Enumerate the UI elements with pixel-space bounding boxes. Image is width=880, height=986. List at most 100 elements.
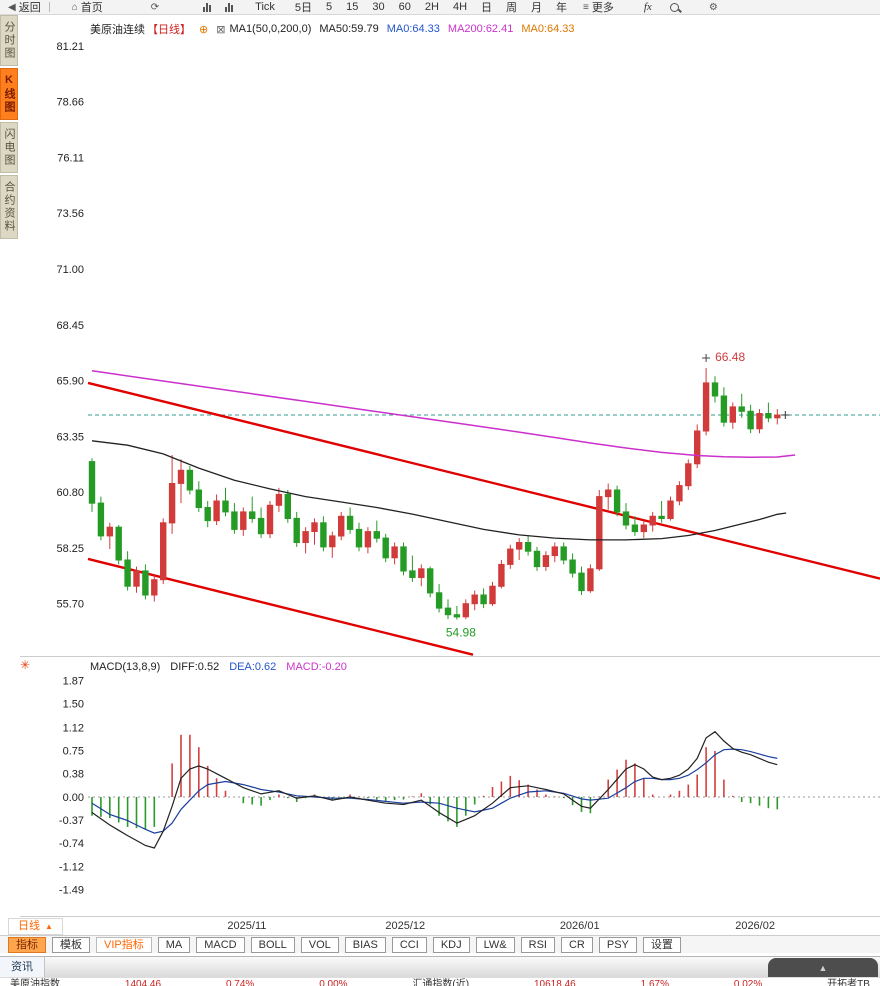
chart-mode-sidebar: 分时图 K线图闪电图合约资料: [0, 15, 20, 241]
sidebar-item-K线图[interactable]: K线图: [0, 68, 18, 120]
indicator-tab-BIAS[interactable]: BIAS: [344, 936, 386, 953]
back-button[interactable]: ◀ 返回: [8, 0, 41, 15]
period-button-group: 5 15 30 60 2H 4H 日 周 月 年: [326, 0, 567, 15]
svg-text:66.48: 66.48: [715, 350, 745, 364]
svg-text:54.98: 54.98: [446, 625, 476, 639]
ticker-item: 1.67%: [640, 979, 669, 986]
refresh-button[interactable]: ⟳: [151, 2, 159, 13]
svg-text:2026/01: 2026/01: [560, 920, 600, 932]
back-label: 返回: [18, 2, 41, 14]
ticker-item: 1404.46: [124, 979, 162, 986]
current-period-button[interactable]: 日线 ▲: [8, 918, 63, 935]
indicator-tab-模板[interactable]: 模板: [52, 936, 90, 953]
svg-text:-0.74: -0.74: [59, 838, 84, 850]
svg-text:58.25: 58.25: [56, 543, 84, 555]
period-button-周[interactable]: 周: [506, 2, 518, 14]
formula-button[interactable]: fx: [643, 1, 652, 13]
ma200-value: MA200:62.41: [447, 23, 514, 35]
indicator-tab-VIP指标[interactable]: VIP指标: [96, 936, 152, 953]
svg-text:0.75: 0.75: [63, 745, 84, 757]
up-triangle-icon: ▲: [45, 922, 53, 931]
indicator-tab-CCI[interactable]: CCI: [391, 936, 427, 953]
ticker-item: 开拓者TB: [827, 979, 870, 986]
home-button[interactable]: ⌂ 首页: [72, 0, 103, 15]
period-button-15[interactable]: 15: [346, 1, 359, 13]
ma50-value: MA50:59.79: [319, 23, 379, 35]
ticker-item: 0.00%: [319, 979, 348, 986]
svg-text:-1.49: -1.49: [59, 885, 84, 897]
back-icon: ◀: [8, 1, 16, 13]
kline-chart-type-button[interactable]: [203, 2, 212, 12]
indicator-tab-RSI[interactable]: RSI: [520, 936, 555, 953]
period-button-5[interactable]: 5: [326, 1, 333, 13]
toolbar-divider: [48, 2, 50, 12]
svg-text:0.38: 0.38: [63, 768, 84, 780]
svg-text:2025/11: 2025/11: [227, 920, 266, 932]
indicator-tab-LW&[interactable]: LW&: [475, 936, 515, 953]
indicator-tab-BOLL[interactable]: BOLL: [250, 936, 295, 953]
search-button[interactable]: [669, 2, 679, 12]
period-button-日[interactable]: 日: [481, 2, 493, 14]
ticker-item: 10618.46: [534, 979, 576, 986]
indicator-tab-MA[interactable]: MA: [157, 936, 191, 953]
svg-text:1.87: 1.87: [63, 676, 84, 688]
search-icon: [669, 2, 679, 12]
news-bar: 资讯 ▲: [0, 956, 880, 978]
trendlines: [87, 381, 880, 656]
indicator-tab-设置[interactable]: 设置: [642, 936, 681, 953]
drawer-handle[interactable]: ▲: [768, 958, 878, 978]
svg-text:68.45: 68.45: [56, 320, 84, 332]
ticker-item: 0.74%: [225, 979, 255, 986]
period-button-年[interactable]: 年: [556, 2, 568, 14]
svg-text:60.80: 60.80: [56, 487, 84, 499]
indicator-tab-MACD[interactable]: MACD: [196, 936, 245, 953]
sidebar-item-合约资料[interactable]: 合约资料: [0, 175, 18, 239]
home-label: 首页: [80, 2, 103, 14]
svg-text:78.66: 78.66: [56, 97, 84, 109]
indicator-tab-VOL[interactable]: VOL: [300, 936, 339, 953]
ma-setting-label: MA1(50,0,200,0): [229, 23, 312, 35]
period-button-4H[interactable]: 4H: [452, 1, 468, 13]
svg-text:81.21: 81.21: [56, 41, 84, 53]
more-button[interactable]: ≡ 更多: [583, 1, 614, 15]
tick-period-button[interactable]: Tick: [255, 1, 275, 13]
indicator-tab-PSY[interactable]: PSY: [598, 936, 637, 953]
period-button-月[interactable]: 月: [531, 2, 543, 14]
svg-text:73.56: 73.56: [56, 208, 84, 220]
period-button-60[interactable]: 60: [398, 1, 411, 13]
period-tag: 【日线】: [147, 24, 191, 36]
period-button-30[interactable]: 30: [372, 1, 385, 13]
svg-text:-0.37: -0.37: [59, 815, 84, 827]
volume-bars-icon: [225, 2, 234, 12]
ticker-item: 汇通指数(近): [412, 979, 470, 986]
news-tab[interactable]: 资讯: [0, 957, 45, 978]
svg-text:1.12: 1.12: [63, 722, 84, 734]
quote-ticker: 美原油指数 1404.46 0.74% 0.00% 汇通指数(近) 10618.46 1.6…: [0, 977, 880, 986]
svg-text:63.35: 63.35: [56, 431, 84, 443]
settings-button[interactable]: ⚙: [709, 2, 718, 13]
range-5d-button[interactable]: 5日: [294, 2, 313, 14]
period-button-2H[interactable]: 2H: [424, 1, 439, 13]
more-icon: ≡: [583, 1, 589, 13]
refresh-icon: ⟳: [150, 1, 160, 13]
indicator-tab-KDJ[interactable]: KDJ: [432, 936, 470, 953]
sidebar-item-闪电图[interactable]: 闪电图: [0, 122, 18, 173]
svg-text:1.50: 1.50: [63, 699, 84, 711]
volume-chart-type-button[interactable]: [225, 2, 234, 12]
ticker-item: 美原油指数: [10, 979, 60, 986]
indicator-tab-CR[interactable]: CR: [560, 936, 593, 953]
indicator-flower-icon[interactable]: ✳: [20, 658, 31, 672]
indicator-tab-指标[interactable]: 指标: [8, 936, 46, 953]
ma-toggle-icon[interactable]: ⊠: [216, 23, 226, 36]
indicator-tab-row: 指标 模板 VIP指标 MA MACD BOLL VOL BIAS CCI KDJ LW& RSI CR…: [0, 935, 880, 953]
svg-text:76.11: 76.11: [57, 152, 84, 164]
ma0-value-b: MA0:64.33: [521, 23, 575, 35]
kline-icon: [203, 2, 212, 12]
home-icon: ⌂: [71, 1, 78, 13]
svg-text:71.00: 71.00: [56, 264, 84, 276]
add-indicator-icon[interactable]: ⊕: [199, 23, 209, 36]
sidebar-item-分时图[interactable]: 分时图: [0, 15, 18, 66]
ma0-value-a: MA0:64.33: [386, 23, 440, 35]
svg-text:2025/12: 2025/12: [385, 920, 425, 932]
